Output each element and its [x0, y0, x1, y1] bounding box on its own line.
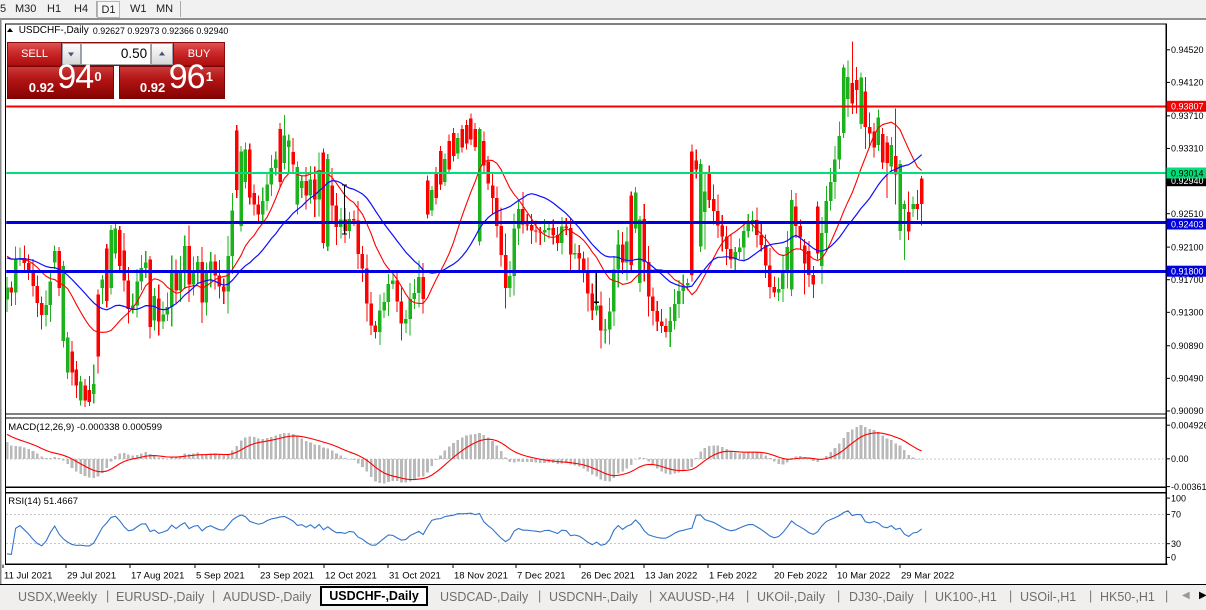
svg-text:17 Aug 2021: 17 Aug 2021 — [131, 571, 184, 582]
svg-text:0: 0 — [1171, 553, 1176, 563]
svg-text:18 Nov 2021: 18 Nov 2021 — [454, 571, 508, 582]
svg-text:0.90490: 0.90490 — [1171, 374, 1204, 384]
svg-text:11 Jul 2021: 11 Jul 2021 — [4, 571, 52, 582]
svg-text:MACD(12,26,9) -0.000338 0.0005: MACD(12,26,9) -0.000338 0.000599 — [8, 422, 162, 433]
svg-text:0.92510: 0.92510 — [1171, 209, 1204, 219]
svg-text:0.92403: 0.92403 — [1171, 219, 1204, 229]
svg-text:70: 70 — [1171, 510, 1181, 520]
svg-text:0.92940: 0.92940 — [1171, 176, 1204, 186]
svg-text:5 Sep 2021: 5 Sep 2021 — [196, 571, 245, 582]
svg-text:0.91700: 0.91700 — [1171, 275, 1204, 285]
svg-text:0.90890: 0.90890 — [1171, 341, 1204, 351]
svg-text:31 Oct 2021: 31 Oct 2021 — [389, 571, 441, 582]
svg-text:0.00: 0.00 — [1171, 454, 1189, 464]
svg-text:13 Jan 2022: 13 Jan 2022 — [645, 571, 697, 582]
svg-text:RSI(14) 51.4667: RSI(14) 51.4667 — [8, 496, 78, 507]
svg-text:29 Mar 2022: 29 Mar 2022 — [901, 571, 954, 582]
svg-text:10 Mar 2022: 10 Mar 2022 — [837, 571, 890, 582]
svg-text:0.91800: 0.91800 — [1171, 267, 1204, 277]
svg-text:0.94120: 0.94120 — [1171, 78, 1204, 88]
svg-text:0.93310: 0.93310 — [1171, 144, 1204, 154]
svg-text:0.004926: 0.004926 — [1171, 420, 1206, 430]
svg-text:29 Jul 2021: 29 Jul 2021 — [67, 571, 116, 582]
svg-text:0.91300: 0.91300 — [1171, 308, 1204, 318]
svg-text:0.93710: 0.93710 — [1171, 111, 1204, 121]
svg-text:-0.00361: -0.00361 — [1171, 482, 1206, 492]
svg-text:23 Sep 2021: 23 Sep 2021 — [260, 571, 314, 582]
svg-text:12 Oct 2021: 12 Oct 2021 — [325, 571, 377, 582]
svg-text:30: 30 — [1171, 539, 1181, 549]
svg-text:0.93807: 0.93807 — [1171, 102, 1204, 112]
svg-text:20 Feb 2022: 20 Feb 2022 — [774, 571, 827, 582]
svg-text:7 Dec 2021: 7 Dec 2021 — [517, 571, 566, 582]
svg-text:0.92100: 0.92100 — [1171, 242, 1204, 252]
svg-text:100: 100 — [1171, 493, 1186, 503]
svg-text:0.93014: 0.93014 — [1171, 168, 1204, 178]
svg-text:0.90090: 0.90090 — [1171, 406, 1204, 416]
svg-text:1 Feb 2022: 1 Feb 2022 — [709, 571, 757, 582]
svg-text:0.94520: 0.94520 — [1171, 45, 1204, 55]
svg-text:26 Dec 2021: 26 Dec 2021 — [581, 571, 635, 582]
